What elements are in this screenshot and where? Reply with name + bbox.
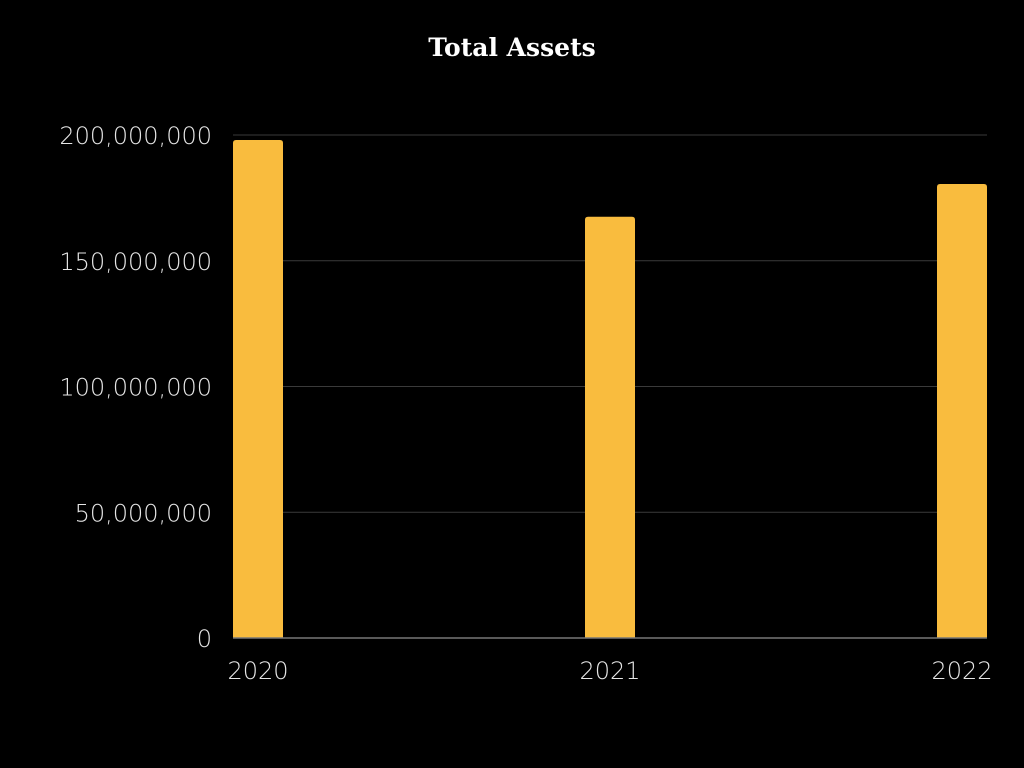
- bars: [233, 140, 987, 639]
- x-tick-label: 2022: [931, 657, 992, 685]
- bar-2021: [585, 216, 635, 639]
- bar-2020: [233, 140, 283, 638]
- tick-labels: 0 50,000,000 100,000,000 150,000,000 200,000…: [59, 122, 992, 685]
- y-tick-label: 200,000,000: [59, 122, 212, 150]
- y-tick-label: 0: [197, 625, 212, 653]
- x-tick-label: 2020: [227, 657, 288, 685]
- chart-title: Total Assets: [428, 33, 596, 62]
- y-tick-label: 100,000,000: [59, 374, 212, 402]
- bar-2022: [937, 184, 987, 639]
- x-tick-label: 2021: [579, 657, 640, 685]
- y-tick-label: 50,000,000: [75, 499, 212, 527]
- y-tick-label: 150,000,000: [59, 248, 212, 276]
